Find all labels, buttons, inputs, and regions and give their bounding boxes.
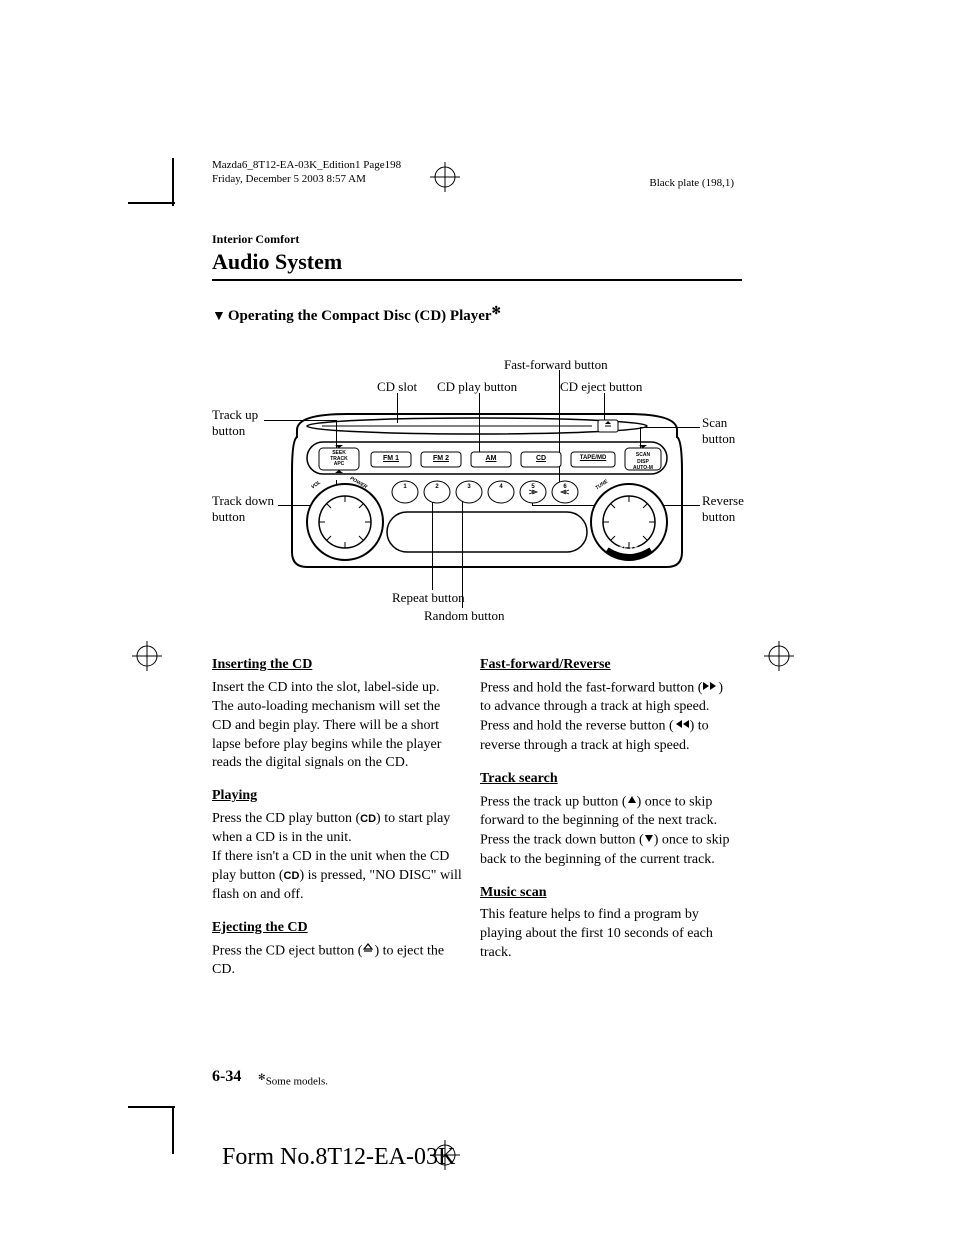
radio-diagram: Fast-forward button CD slot CD play butt… <box>212 345 742 625</box>
heading-playing: Playing <box>212 787 462 806</box>
preset-1: 1 <box>397 484 413 490</box>
section-header: Interior Comfort Audio System <box>212 232 742 281</box>
subheading: ▼Operating the Compact Disc (CD) Player✻ <box>212 304 501 325</box>
page-number: 6-34 <box>212 1068 241 1086</box>
para-track-search: Press the track up button () once to ski… <box>480 793 730 870</box>
crop-mark <box>128 1106 175 1108</box>
label-scan: Scan button <box>702 415 735 446</box>
triangle-up-icon <box>627 793 637 812</box>
eject-icon <box>362 942 374 961</box>
cd-text-icon: CD <box>284 870 300 882</box>
subsection-label: Interior Comfort <box>212 232 742 247</box>
para-music-scan: This feature helps to find a program by … <box>480 906 730 963</box>
preset-2: 2 <box>429 484 445 490</box>
left-column: Inserting the CD Insert the CD into the … <box>212 656 462 994</box>
tape-label: TAPE/MD <box>571 455 615 461</box>
am-label: AM <box>471 455 511 462</box>
registration-mark <box>430 162 460 192</box>
heading-track-search: Track search <box>480 770 730 789</box>
heading-inserting: Inserting the CD <box>212 656 462 675</box>
cd-text-icon: CD <box>360 813 376 825</box>
preset-4: 4 <box>493 484 509 490</box>
page-meta: Mazda6_8T12-EA-03K_Edition1 Page198 Frid… <box>212 158 401 187</box>
heading-music-scan: Music scan <box>480 884 730 903</box>
registration-mark <box>132 641 162 671</box>
crop-mark <box>172 158 174 206</box>
preset-5: 5 <box>525 484 541 490</box>
label-cd-eject: CD eject button <box>560 379 642 395</box>
footnote: ✻Some models. <box>258 1072 328 1088</box>
meta-line2: Friday, December 5 2003 8:57 AM <box>212 172 401 186</box>
form-number: Form No.8T12-EA-03K <box>222 1144 455 1171</box>
rev-icon <box>674 717 690 736</box>
crop-mark <box>128 202 175 204</box>
preset-3: 3 <box>461 484 477 490</box>
label-cd-play: CD play button <box>437 379 517 395</box>
scan-label: SCAN DISP AUTO-M <box>625 452 661 472</box>
leader-line <box>559 370 560 393</box>
radio-device: SEEK TRACK APC FM 1 FM 2 AM CD TAPE/MD S… <box>287 412 687 572</box>
label-track-down: Track down button <box>212 493 274 524</box>
label-track-up: Track up button <box>212 407 258 438</box>
registration-mark <box>764 641 794 671</box>
para-ejecting: Press the CD eject button () to eject th… <box>212 942 462 980</box>
fm1-label: FM 1 <box>371 455 411 462</box>
right-column: Fast-forward/Reverse Press and hold the … <box>480 656 730 977</box>
heading-ejecting: Ejecting the CD <box>212 919 462 938</box>
para-playing: Press the CD play button (CD) to start p… <box>212 810 462 904</box>
triangle-down-icon: ▼ <box>212 309 226 324</box>
label-ff: Fast-forward button <box>504 357 608 373</box>
seek-label: SEEK TRACK APC <box>320 451 358 468</box>
para-ffrev: Press and hold the fast-forward button (… <box>480 679 730 756</box>
footnote-star-icon: ✻ <box>492 305 501 317</box>
label-repeat: Repeat button <box>392 590 465 606</box>
fm2-label: FM 2 <box>421 455 461 462</box>
cd-label: CD <box>521 455 561 462</box>
text-label: TEXT <box>615 547 643 553</box>
subheading-text: Operating the Compact Disc (CD) Player <box>228 308 492 324</box>
crop-mark <box>172 1106 174 1154</box>
black-plate: Black plate (198,1) <box>649 177 734 189</box>
label-random: Random button <box>424 608 505 624</box>
page-title: Audio System <box>212 249 742 275</box>
meta-line1: Mazda6_8T12-EA-03K_Edition1 Page198 <box>212 158 401 172</box>
footnote-star-icon: ✻ <box>258 1072 266 1082</box>
triangle-down-icon <box>644 831 654 850</box>
para-inserting: Insert the CD into the slot, label-side … <box>212 679 462 773</box>
heading-ffrev: Fast-forward/Reverse <box>480 656 730 675</box>
preset-6: 6 <box>557 484 573 490</box>
label-reverse: Reverse button <box>702 493 744 524</box>
title-rule <box>212 279 742 281</box>
ff-icon <box>702 679 718 698</box>
